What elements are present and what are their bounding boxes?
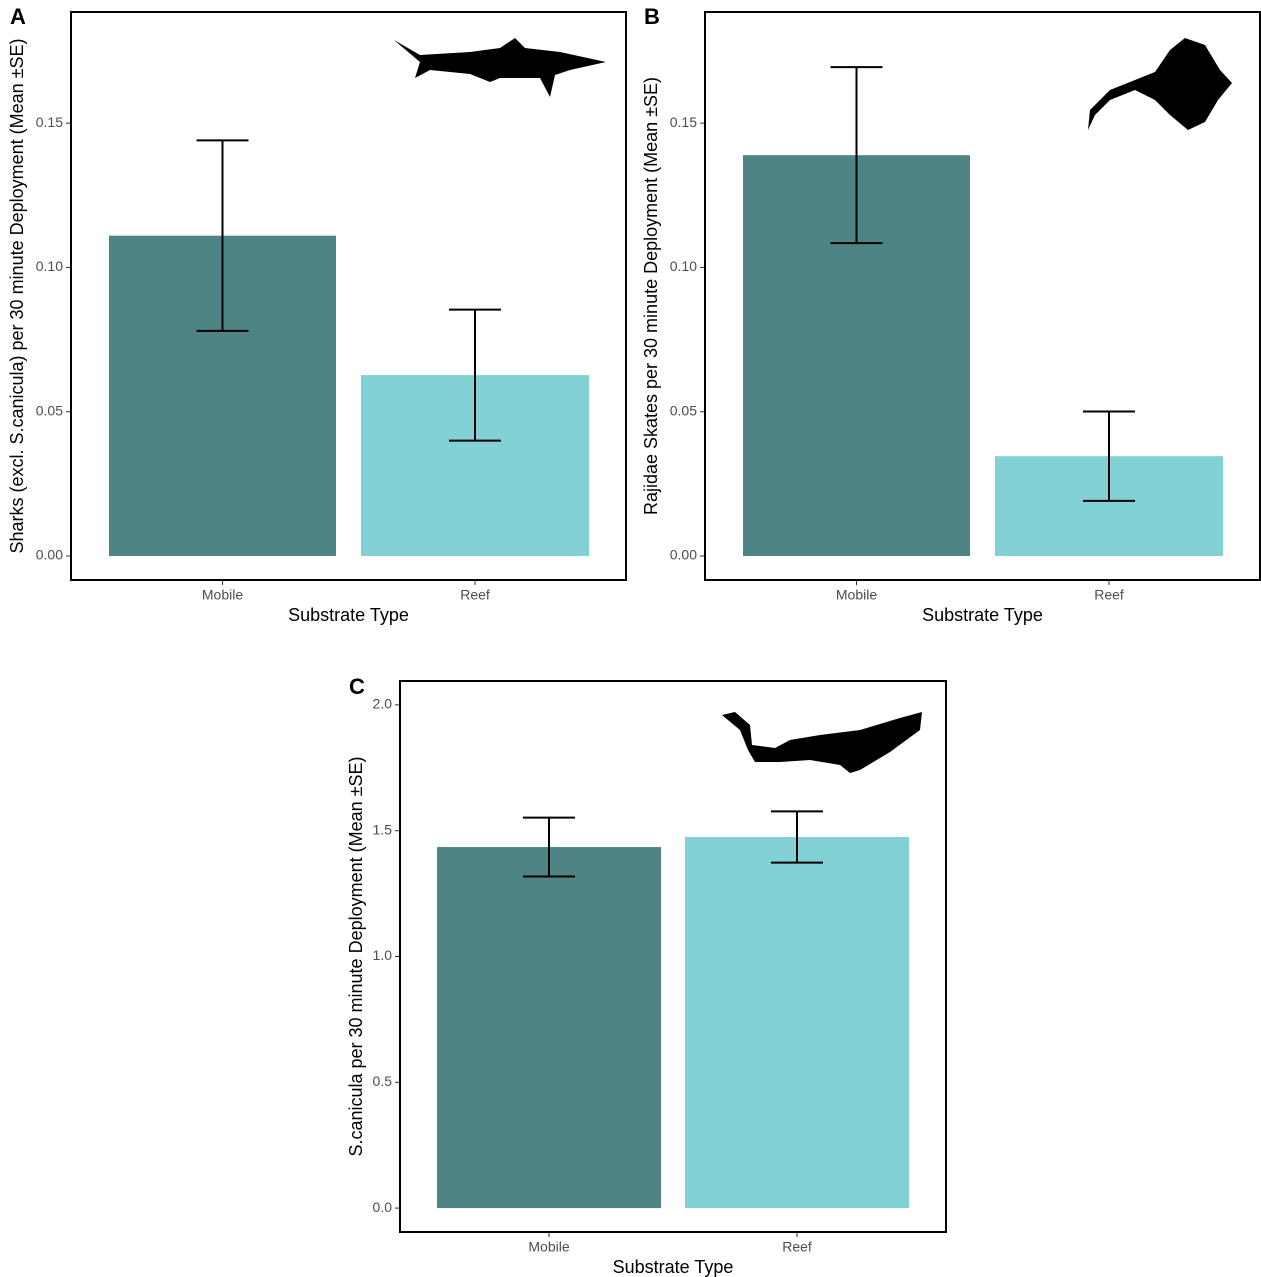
y-tick-label: 0.10 — [36, 258, 63, 274]
y-tick-label: 0.15 — [36, 114, 63, 130]
y-tick-label: 0.5 — [373, 1073, 393, 1089]
x-axis-label: Substrate Type — [288, 605, 409, 625]
bar — [437, 847, 661, 1208]
x-tick-label: Mobile — [202, 587, 243, 603]
y-tick-label: 0.00 — [36, 547, 63, 563]
figure: A Sharks (excl. S.canicula) per 30 minute… — [0, 0, 1261, 1277]
x-axis-label: Substrate Type — [922, 605, 1043, 625]
y-tick-label: 2.0 — [373, 696, 393, 712]
y-tick-label: 0.05 — [670, 402, 697, 418]
y-axis-label: Rajidae Skates per 30 minute Deployment … — [641, 77, 661, 515]
shark-silhouette — [394, 38, 606, 97]
y-tick-label: 0.00 — [670, 547, 697, 563]
x-tick-label: Mobile — [836, 587, 877, 603]
catshark-silhouette — [722, 712, 922, 773]
y-tick-label: 0.15 — [670, 114, 697, 130]
y-axis-label: S.canicula per 30 minute Deployment (Mea… — [346, 756, 366, 1156]
y-tick-label: 1.0 — [373, 947, 393, 963]
panel-label: C — [349, 674, 365, 699]
y-tick-label: 0.05 — [36, 402, 63, 418]
y-tick-label: 0.0 — [373, 1199, 393, 1215]
x-tick-label: Reef — [1094, 587, 1124, 603]
panel-label: B — [644, 4, 660, 29]
y-tick-label: 0.10 — [670, 258, 697, 274]
x-tick-label: Reef — [460, 587, 490, 603]
x-axis-label: Substrate Type — [613, 1257, 734, 1277]
skate-silhouette — [1088, 38, 1232, 130]
bar — [685, 837, 909, 1208]
x-tick-label: Mobile — [528, 1239, 569, 1255]
x-tick-label: Reef — [782, 1239, 812, 1255]
panel-label: A — [10, 4, 26, 29]
y-axis-label: Sharks (excl. S.canicula) per 30 minute … — [7, 38, 27, 553]
y-tick-label: 1.5 — [373, 821, 393, 837]
